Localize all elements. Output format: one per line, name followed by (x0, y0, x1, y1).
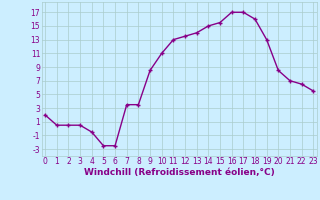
X-axis label: Windchill (Refroidissement éolien,°C): Windchill (Refroidissement éolien,°C) (84, 168, 275, 177)
